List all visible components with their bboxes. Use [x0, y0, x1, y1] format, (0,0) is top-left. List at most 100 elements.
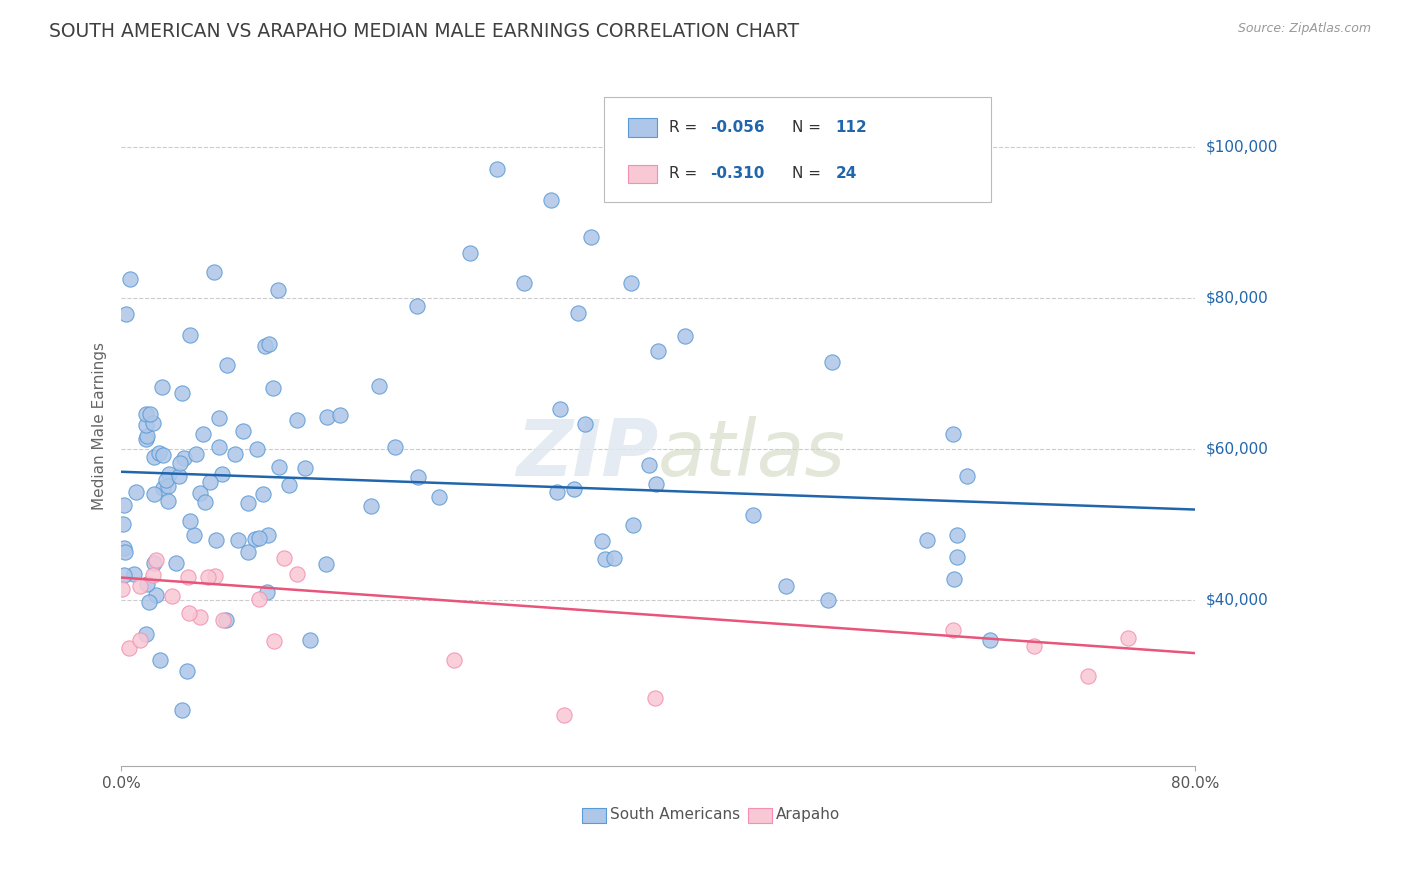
Point: [232, 424, 254, 438]
Point: [252, 487, 274, 501]
Point: [942, 572, 965, 586]
FancyBboxPatch shape: [605, 96, 991, 202]
Point: [368, 379, 391, 393]
Point: [135, 577, 157, 591]
Point: [384, 440, 406, 454]
Point: [942, 624, 965, 638]
Point: [645, 476, 668, 491]
Point: [263, 633, 285, 648]
Point: [183, 527, 205, 541]
Point: [256, 584, 278, 599]
Point: [114, 307, 136, 321]
Point: [817, 593, 839, 607]
Point: [603, 551, 626, 566]
Point: [564, 482, 586, 496]
FancyBboxPatch shape: [582, 808, 606, 823]
Point: [156, 494, 179, 508]
Point: [257, 336, 280, 351]
Point: [405, 298, 427, 312]
Point: [211, 467, 233, 482]
Point: [620, 276, 643, 290]
Point: [169, 456, 191, 470]
Point: [204, 568, 226, 582]
Point: [742, 508, 765, 522]
Point: [458, 245, 481, 260]
Point: [315, 558, 337, 572]
Point: [247, 531, 270, 545]
Text: -0.056: -0.056: [710, 120, 765, 135]
Point: [567, 306, 589, 320]
Text: South Americans: South Americans: [610, 807, 740, 822]
Point: [254, 339, 277, 353]
Point: [262, 381, 284, 395]
Text: R =: R =: [669, 167, 702, 181]
Point: [360, 499, 382, 513]
Point: [204, 533, 226, 547]
Point: [112, 517, 135, 532]
Point: [176, 664, 198, 678]
Point: [226, 533, 249, 548]
Point: [162, 590, 184, 604]
Point: [135, 418, 157, 433]
Point: [579, 230, 602, 244]
Point: [540, 193, 562, 207]
Point: [942, 427, 965, 442]
Point: [212, 613, 235, 627]
Text: 24: 24: [835, 167, 856, 181]
Point: [548, 401, 571, 416]
Point: [134, 432, 156, 446]
Point: [136, 429, 159, 443]
Point: [591, 533, 613, 548]
Point: [194, 495, 217, 509]
Text: N =: N =: [793, 120, 827, 135]
Point: [277, 478, 299, 492]
Point: [198, 475, 221, 489]
Point: [257, 528, 280, 542]
Text: N =: N =: [793, 167, 827, 181]
Point: [135, 627, 157, 641]
Point: [285, 567, 308, 582]
Point: [294, 460, 316, 475]
Point: [285, 413, 308, 427]
Point: [647, 343, 669, 358]
Point: [165, 556, 187, 570]
Point: [673, 328, 696, 343]
Point: [188, 609, 211, 624]
Point: [193, 426, 215, 441]
Point: [129, 579, 152, 593]
Point: [128, 632, 150, 647]
Point: [124, 566, 146, 581]
Point: [775, 579, 797, 593]
Text: atlas: atlas: [658, 416, 846, 491]
Point: [316, 409, 339, 424]
Point: [207, 410, 229, 425]
Point: [177, 570, 200, 584]
Point: [167, 469, 190, 483]
Point: [637, 458, 659, 473]
Point: [117, 640, 139, 655]
Text: $60,000: $60,000: [1206, 442, 1270, 457]
Point: [821, 355, 844, 369]
Point: [208, 440, 231, 454]
Text: 112: 112: [835, 120, 868, 135]
Point: [224, 447, 246, 461]
Point: [152, 481, 174, 495]
Text: $40,000: $40,000: [1206, 592, 1268, 607]
Point: [179, 328, 201, 343]
Point: [139, 408, 162, 422]
Point: [329, 409, 352, 423]
Point: [267, 460, 290, 475]
Text: SOUTH AMERICAN VS ARAPAHO MEDIAN MALE EARNINGS CORRELATION CHART: SOUTH AMERICAN VS ARAPAHO MEDIAN MALE EA…: [49, 22, 800, 41]
Point: [114, 544, 136, 558]
Point: [148, 446, 170, 460]
Point: [157, 478, 180, 492]
Y-axis label: Median Male Earnings: Median Male Earnings: [93, 343, 107, 510]
Point: [956, 469, 979, 483]
Point: [142, 556, 165, 570]
Text: R =: R =: [669, 120, 702, 135]
Point: [111, 582, 134, 596]
Point: [298, 633, 321, 648]
Point: [593, 551, 616, 566]
Point: [142, 417, 165, 431]
Point: [979, 633, 1001, 648]
